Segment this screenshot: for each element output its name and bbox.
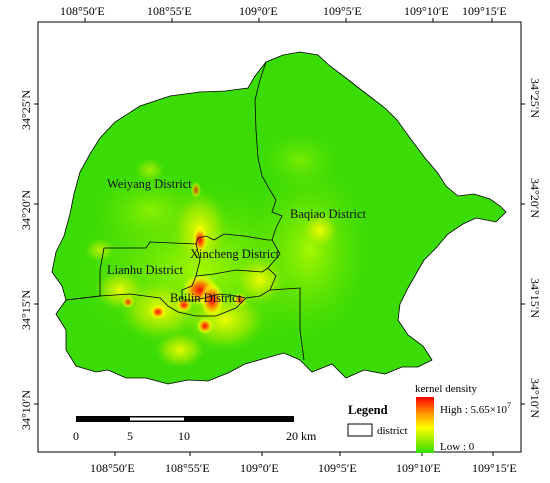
right-lat-label-4: 34°10′N — [528, 378, 542, 418]
bottom-longitude-ticks — [114, 452, 494, 456]
weiyang-district-label: Weiyang District — [107, 177, 192, 191]
legend-high-label: High : 5.65×107 — [440, 401, 511, 416]
baqiao-district-label: Baqiao District — [290, 207, 367, 221]
left-lat-label-1: 34°25′N — [19, 90, 33, 130]
bottom-lon-label-3: 109°0′E — [240, 461, 279, 475]
lianhu-district-label: Lianhu District — [107, 263, 184, 277]
bottom-lon-label-4: 109°5′E — [318, 461, 357, 475]
bottom-lon-label-2: 108°55′E — [165, 461, 210, 475]
top-lon-label-3: 109°0′E — [239, 4, 278, 18]
legend-high-exponent: 7 — [507, 401, 511, 410]
scale-bar — [76, 416, 294, 422]
top-lon-label-4: 109°5′E — [323, 4, 362, 18]
top-longitude-ticks — [84, 18, 493, 22]
left-lat-label-3: 34°15′N — [19, 290, 33, 330]
bottom-lon-label-1: 108°50′E — [90, 461, 135, 475]
beilin-district-label: Beilin District — [170, 291, 242, 305]
legend-density-title: kernel density — [415, 383, 478, 395]
study-area-outline — [51, 51, 507, 385]
weiyang-boundary — [104, 233, 272, 249]
top-lon-label-1: 108°50′E — [60, 4, 105, 18]
top-lon-label-5: 109°10′E — [404, 4, 449, 18]
legend-title: Legend — [348, 403, 388, 417]
legend-district-swatch — [347, 423, 373, 437]
bottom-lon-label-5: 109°10′E — [396, 461, 441, 475]
scale-tick-0: 0 — [73, 429, 79, 443]
scale-tick-5: 5 — [127, 429, 133, 443]
legend-district-label: district — [377, 425, 408, 437]
xincheng-district-label: Xincheng District — [190, 247, 280, 261]
left-lat-label-2: 34°20′N — [19, 190, 33, 230]
top-lon-label-2: 108°55′E — [147, 4, 192, 18]
south-boundary — [65, 289, 271, 317]
scale-tick-20km: 20 km — [286, 429, 317, 443]
legend-low-label: Low : 0 — [440, 441, 475, 453]
right-lat-label-1: 34°25′N — [528, 78, 542, 118]
right-lat-label-3: 34°15′N — [528, 278, 542, 318]
scale-tick-10: 10 — [178, 429, 190, 443]
beilin-boundary — [181, 275, 247, 301]
top-lon-label-6: 109°15′E — [462, 4, 507, 18]
right-lat-label-2: 34°20′N — [528, 178, 542, 218]
left-latitude-ticks — [34, 103, 38, 405]
right-latitude-ticks — [521, 103, 525, 405]
xincheng-boundary — [195, 243, 269, 277]
legend-density-ramp — [416, 397, 434, 453]
left-lat-label-4: 34°10′N — [19, 390, 33, 430]
bottom-lon-label-6: 109°15′E — [472, 461, 517, 475]
